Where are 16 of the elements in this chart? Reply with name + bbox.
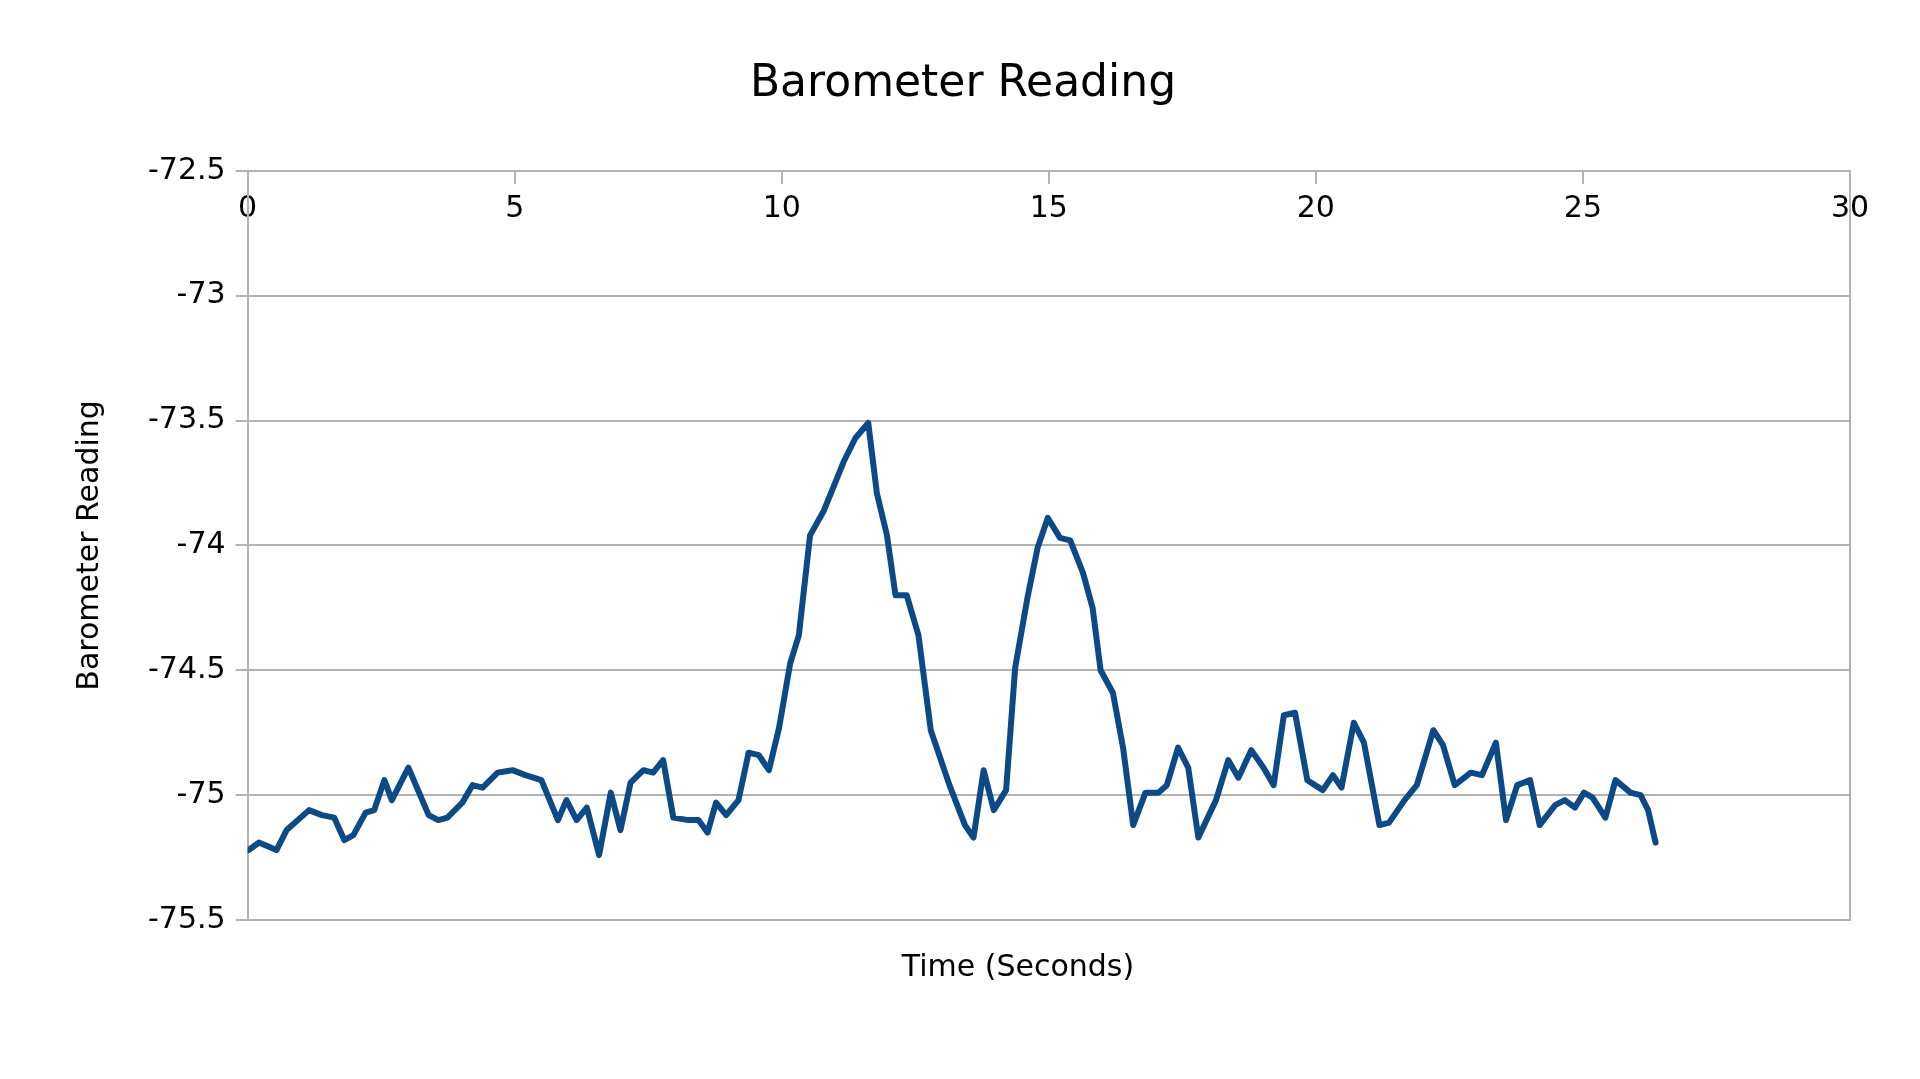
x-axis-title: Time (Seconds) [900, 948, 1136, 983]
y-tick-label: -73 [176, 275, 226, 311]
y-tick-label: -74.5 [148, 650, 226, 686]
x-tick-label: 25 [1563, 188, 1603, 224]
x-tick-label: 5 [505, 188, 525, 224]
x-tick-label: 10 [762, 188, 801, 224]
y-tick-label: -73.5 [148, 400, 226, 436]
x-tick-label: 20 [1296, 188, 1335, 224]
y-tick-label: -75.5 [148, 899, 226, 935]
x-tick-label: 15 [1029, 188, 1068, 224]
y-tick-label: -74 [176, 525, 226, 561]
y-axis-title: Barometer Reading [69, 400, 105, 691]
y-tick-label: -72.5 [148, 150, 226, 186]
y-tick-label: -75 [176, 774, 226, 810]
chart-title: Barometer Reading [749, 54, 1177, 106]
x-tick-label: 30 [1830, 188, 1870, 224]
